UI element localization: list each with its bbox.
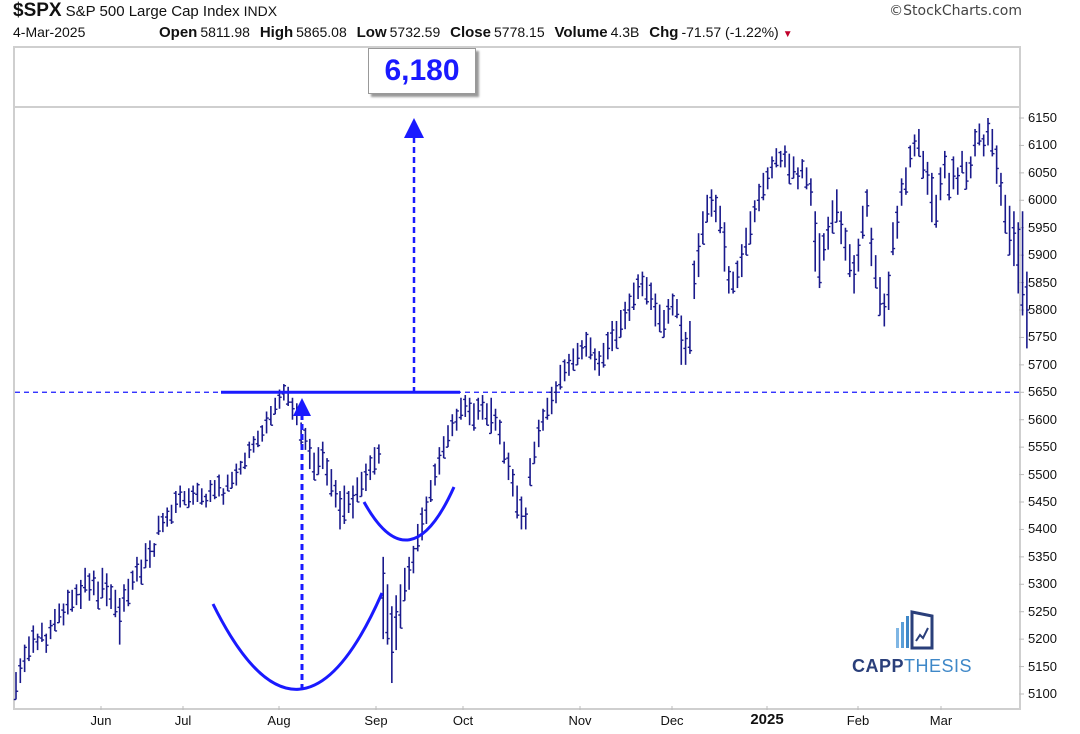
y-tick-label: 5200: [1028, 631, 1057, 647]
y-tick-label: 5850: [1028, 274, 1057, 290]
open-label: Open: [159, 24, 198, 41]
panel-separator: [13, 106, 1021, 108]
title-row: $SPX S&P 500 Large Cap Index INDX: [13, 0, 277, 22]
high-label: High: [259, 24, 294, 41]
x-tick-label: Jun: [90, 713, 112, 728]
y-tick-label: 5900: [1028, 247, 1057, 263]
x-tick-label: Aug: [267, 713, 291, 728]
chart-frame: [13, 46, 1021, 710]
change-value: -71.57 (-1.22%): [681, 24, 779, 40]
down-arrow-icon: ▼: [782, 29, 793, 40]
index-name: S&P 500 Large Cap Index: [65, 3, 240, 20]
low-label: Low: [356, 24, 387, 41]
y-tick-label: 6050: [1028, 164, 1057, 180]
y-tick-label: 6100: [1028, 137, 1057, 153]
logo-chart-icon: [896, 610, 934, 650]
y-tick-label: 5250: [1028, 603, 1057, 619]
low-value: 5732.59: [389, 24, 441, 40]
x-tick-label: Dec: [660, 713, 684, 728]
change-label: Chg: [649, 24, 679, 41]
x-tick-label: Nov: [568, 713, 592, 728]
volume-value: 4.3B: [610, 24, 640, 40]
y-tick-label: 6150: [1028, 110, 1057, 125]
y-tick-label: 5300: [1028, 576, 1057, 592]
y-tick-label: 5100: [1028, 686, 1057, 701]
copyright: ©StockCharts.com: [889, 3, 1022, 19]
price-target-box: 6,180: [368, 48, 476, 94]
x-tick-label: Sep: [364, 713, 388, 728]
y-tick-label: 5600: [1028, 411, 1057, 427]
y-tick-label: 5950: [1028, 219, 1057, 235]
y-tick-label: 5650: [1028, 384, 1057, 400]
close-value: 5778.15: [494, 24, 545, 40]
logo-text: CAPPTHESIS: [852, 656, 973, 676]
y-tick-label: 5750: [1028, 329, 1057, 345]
y-tick-label: 5150: [1028, 658, 1057, 674]
y-tick-label: 5550: [1028, 439, 1057, 455]
ohlc-values: Open 5811.98 High 5865.08 Low 5732.59 Close…: [153, 24, 793, 41]
y-tick-label: 5800: [1028, 302, 1057, 317]
exchange: INDX: [243, 3, 278, 19]
x-tick-label: Jul: [174, 713, 192, 728]
capp-thesis-logo: CAPPTHESIS: [852, 608, 982, 678]
x-tick-label: Oct: [452, 713, 474, 728]
y-tick-label: 5450: [1028, 494, 1057, 509]
y-tick-label: 6000: [1028, 192, 1057, 208]
quote-date: 4-Mar-2025: [13, 24, 86, 40]
open-value: 5811.98: [200, 24, 250, 40]
x-tick-label: Feb: [846, 713, 870, 728]
symbol: $SPX: [13, 0, 62, 21]
y-tick-label: 5350: [1028, 548, 1057, 564]
y-tick-label: 5400: [1028, 521, 1057, 537]
x-tick-label: 2025: [750, 711, 784, 728]
y-tick-label: 5700: [1028, 356, 1057, 372]
volume-label: Volume: [554, 24, 608, 41]
y-tick-label: 5500: [1028, 466, 1057, 482]
high-value: 5865.08: [296, 24, 347, 40]
x-tick-label: Mar: [929, 713, 953, 728]
close-label: Close: [450, 24, 491, 41]
